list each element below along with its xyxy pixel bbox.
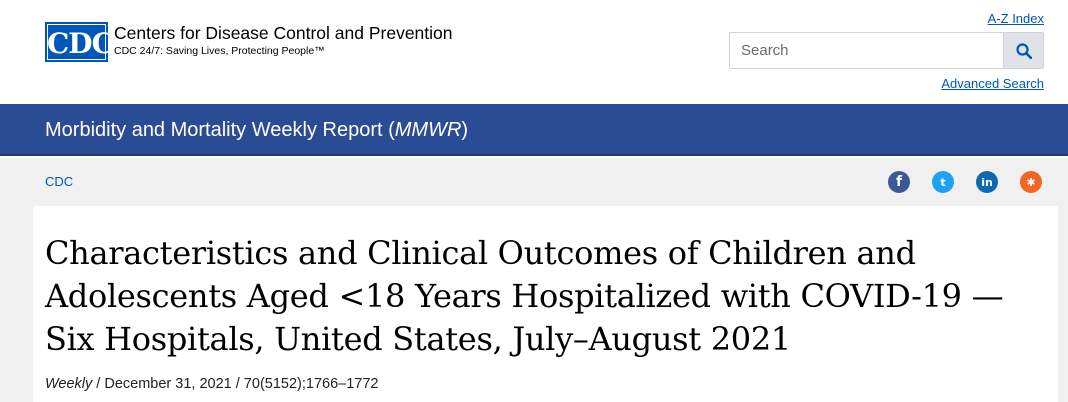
- report-title[interactable]: Morbidity and Mortality Weekly Report (M…: [45, 117, 468, 143]
- report-band: Morbidity and Mortality Weekly Report (M…: [0, 104, 1068, 156]
- breadcrumb-cdc[interactable]: CDC: [45, 174, 74, 189]
- search-icon: [1015, 42, 1032, 59]
- report-title-suffix: ): [461, 119, 469, 141]
- search-input[interactable]: [730, 33, 1003, 68]
- logo-tagline: CDC 24/7: Saving Lives, Protecting Peopl…: [114, 45, 325, 57]
- twitter-icon[interactable]: t: [932, 171, 954, 193]
- site-header: CDC Centers for Disease Control and Prev…: [0, 0, 1068, 104]
- logo-title: Centers for Disease Control and Preventi…: [114, 23, 453, 43]
- advanced-search-link[interactable]: Advanced Search: [941, 76, 1044, 91]
- report-title-abbrev: MMWR: [394, 119, 462, 141]
- search-box: [729, 32, 1044, 69]
- report-title-prefix: Morbidity and Mortality Weekly Report (: [45, 119, 395, 141]
- syndicate-icon[interactable]: ✱: [1020, 171, 1042, 193]
- logo-text: Centers for Disease Control and Preventi…: [114, 22, 453, 58]
- article-meta: Weekly / December 31, 2021 / 70(5152);17…: [45, 376, 378, 392]
- meta-date-volume: / December 31, 2021 / 70(5152);1766–1772: [92, 376, 379, 392]
- cdc-logo-mark[interactable]: CDC: [45, 22, 114, 62]
- social-share-bar: f t in ✱: [888, 171, 1042, 193]
- linkedin-icon[interactable]: in: [976, 171, 998, 193]
- facebook-icon[interactable]: f: [888, 171, 910, 193]
- meta-weekly: Weekly: [45, 376, 93, 392]
- cdc-logo[interactable]: CDC Centers for Disease Control and Prev…: [45, 22, 453, 62]
- search-button[interactable]: [1003, 33, 1043, 68]
- article-card: Characteristics and Clinical Outcomes of…: [33, 206, 1058, 402]
- article-title: Characteristics and Clinical Outcomes of…: [45, 234, 1004, 358]
- content-area: CDC f t in ✱ Characteristics and Clinica…: [0, 158, 1068, 402]
- az-index-link[interactable]: A-Z Index: [987, 11, 1044, 26]
